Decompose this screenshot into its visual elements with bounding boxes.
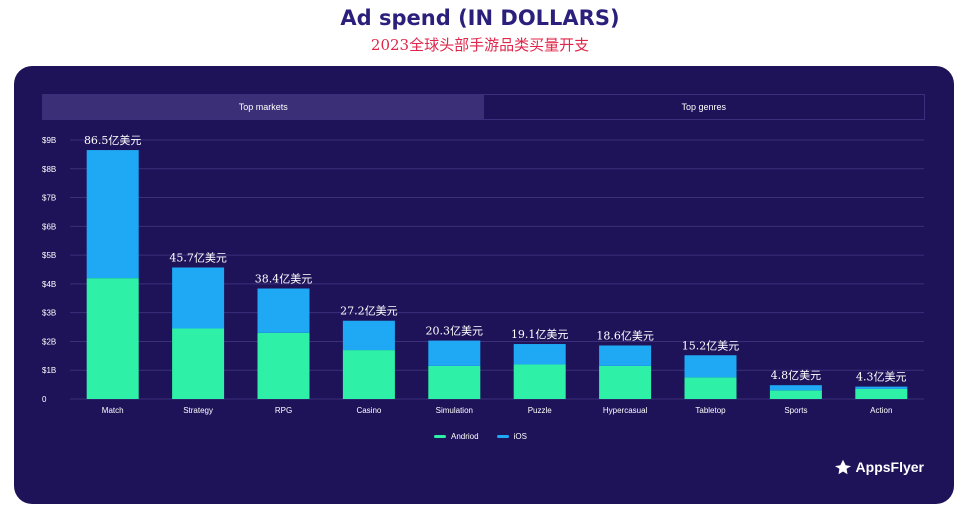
legend-item-android: Andriod bbox=[434, 432, 479, 441]
bar-ios bbox=[172, 267, 225, 329]
y-tick-label: $2B bbox=[42, 337, 56, 346]
x-tick-label: Match bbox=[102, 406, 124, 415]
y-tick-label: $5B bbox=[42, 251, 56, 260]
x-tick-label: Puzzle bbox=[528, 406, 553, 415]
bar-ios bbox=[257, 288, 310, 333]
x-tick-label: RPG bbox=[275, 406, 292, 415]
x-tick-label: Sports bbox=[784, 406, 807, 415]
bar-android bbox=[769, 390, 822, 399]
bar-ios bbox=[684, 355, 737, 378]
data-label: 19.1亿美元 bbox=[511, 328, 569, 341]
appsflyer-icon bbox=[834, 459, 851, 475]
bar-android bbox=[257, 332, 310, 399]
bar-android bbox=[684, 377, 737, 399]
bar-ios bbox=[855, 386, 908, 389]
x-tick-label: Tabletop bbox=[695, 406, 726, 415]
bar-android bbox=[342, 350, 395, 399]
y-tick-label: $3B bbox=[42, 309, 56, 318]
y-tick-label: $7B bbox=[42, 194, 56, 203]
legend-item-ios: iOS bbox=[496, 432, 527, 441]
x-tick-label: Hypercasual bbox=[603, 406, 648, 415]
data-label: 4.3亿美元 bbox=[856, 371, 907, 384]
y-tick-label: 0 bbox=[42, 395, 47, 404]
bar-ios bbox=[513, 344, 566, 365]
data-label: 15.2亿美元 bbox=[682, 339, 740, 352]
chart-panel: Top markets Top genres 0 $1B $2B $3B $4B $5B $… bbox=[14, 66, 954, 504]
x-tick-label: Action bbox=[870, 406, 892, 415]
chart-title: Ad spend (IN DOLLARS) bbox=[340, 6, 620, 30]
chart-subtitle: 2023全球头部手游品类买量开支 bbox=[370, 36, 590, 54]
bar-ios bbox=[769, 385, 822, 391]
y-tick-label: $8B bbox=[42, 165, 56, 174]
legend-label-ios: iOS bbox=[513, 432, 527, 441]
bar-android bbox=[599, 365, 652, 399]
data-label: 45.7亿美元 bbox=[169, 251, 227, 264]
x-tick-label: Casino bbox=[356, 406, 381, 415]
bar-ios bbox=[342, 320, 395, 351]
tab-top-genres[interactable]: Top genres bbox=[681, 102, 727, 112]
data-label: 38.4亿美元 bbox=[255, 272, 313, 285]
bar-android bbox=[428, 365, 481, 399]
bar-android bbox=[172, 328, 225, 399]
brand-name: AppsFlyer bbox=[855, 459, 924, 475]
x-tick-label: Simulation bbox=[436, 406, 473, 415]
bar-ios bbox=[86, 150, 139, 279]
legend: Andriod iOS bbox=[434, 432, 527, 441]
legend-label-android: Andriod bbox=[451, 432, 479, 441]
y-tick-label: $1B bbox=[42, 366, 56, 375]
data-label: 4.8亿美元 bbox=[771, 369, 822, 382]
y-tick-label: $9B bbox=[42, 136, 56, 145]
bar-android bbox=[86, 278, 139, 399]
bar-android bbox=[855, 388, 908, 399]
bar-ios bbox=[428, 340, 481, 366]
legend-swatch-android bbox=[434, 435, 446, 438]
y-tick-label: $4B bbox=[42, 280, 56, 289]
bar-ios bbox=[599, 345, 652, 366]
legend-swatch-ios bbox=[496, 435, 509, 438]
data-label: 27.2亿美元 bbox=[340, 305, 398, 318]
data-label: 86.5亿美元 bbox=[84, 134, 142, 147]
data-label: 20.3亿美元 bbox=[426, 325, 484, 338]
appsflyer-logo: AppsFlyer bbox=[834, 458, 924, 476]
bar-chart: 0 $1B $2B $3B $4B $5B $6B $7B $8B $9B 86.5亿美元 Match… bbox=[42, 134, 924, 415]
tab-bar: Top markets Top genres bbox=[42, 94, 925, 120]
tab-top-markets[interactable]: Top markets bbox=[43, 95, 484, 119]
y-tick-label: $6B bbox=[42, 222, 56, 231]
x-tick-label: Strategy bbox=[183, 406, 213, 415]
bar-android bbox=[513, 364, 566, 399]
data-label: 18.6亿美元 bbox=[596, 329, 654, 342]
